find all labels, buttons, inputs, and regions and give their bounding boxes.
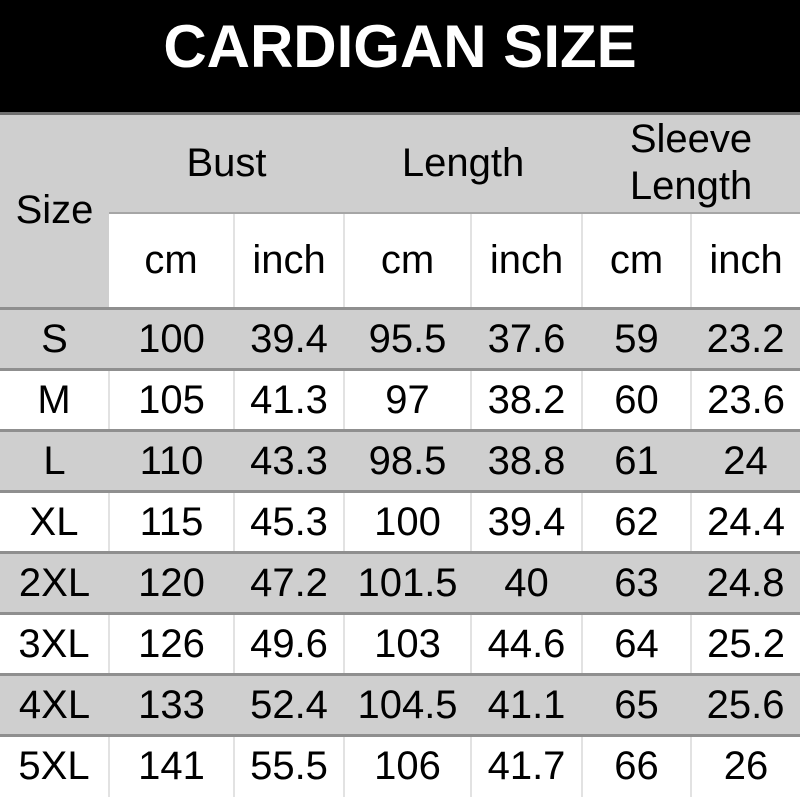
bust-group-header: Bust xyxy=(109,113,345,213)
length-group-header: Length xyxy=(344,113,583,213)
group-header-row: Size Bust Length Sleeve Length xyxy=(0,113,800,309)
value-cell: 126 xyxy=(108,612,234,675)
value-cell: 25.2 xyxy=(690,612,800,675)
table-row: 5XL 141 55.5 106 41.7 66 26 xyxy=(0,734,800,797)
size-cell: 2XL xyxy=(0,551,109,614)
value-cell: 98.5 xyxy=(344,429,472,492)
value-cell: 95.5 xyxy=(344,307,472,370)
bust-cm-header: cm xyxy=(109,211,234,309)
value-cell: 40 xyxy=(471,551,583,614)
value-cell: 106 xyxy=(343,734,472,797)
value-cell: 64 xyxy=(581,612,692,675)
value-cell: 41.7 xyxy=(470,734,583,797)
bust-inch-header: inch xyxy=(232,211,345,309)
size-cell: M xyxy=(0,368,109,431)
value-cell: 23.6 xyxy=(690,368,800,431)
size-cell: L xyxy=(0,429,109,492)
size-column-header: Size xyxy=(0,113,109,309)
value-cell: 66 xyxy=(581,734,692,797)
value-cell: 49.6 xyxy=(232,612,345,675)
table-row: M 105 41.3 97 38.2 60 23.6 xyxy=(0,368,800,431)
table-row: S 100 39.4 95.5 37.6 59 23.2 xyxy=(0,307,800,370)
value-cell: 23.2 xyxy=(691,307,800,370)
value-cell: 101.5 xyxy=(344,551,472,614)
value-cell: 39.4 xyxy=(234,307,345,370)
value-cell: 120 xyxy=(109,551,234,614)
value-cell: 100 xyxy=(109,307,234,370)
size-cell: XL xyxy=(0,490,109,553)
unit-header-row: cm inch cm inch cm inch xyxy=(0,211,800,309)
chart-title-banner: CARDIGAN SIZE xyxy=(0,0,800,112)
value-cell: 104.5 xyxy=(344,673,472,736)
chart-title: CARDIGAN SIZE xyxy=(163,12,637,80)
value-cell: 52.4 xyxy=(234,673,345,736)
size-cell: 5XL xyxy=(0,734,109,797)
size-cell: 4XL xyxy=(0,673,109,736)
value-cell: 24.8 xyxy=(691,551,800,614)
size-table-body: S 100 39.4 95.5 37.6 59 23.2 M 105 41.3 97 38.2 60 23… xyxy=(0,307,800,797)
value-cell: 37.6 xyxy=(471,307,583,370)
size-cell: 3XL xyxy=(0,612,109,675)
value-cell: 41.1 xyxy=(471,673,583,736)
value-cell: 47.2 xyxy=(234,551,345,614)
value-cell: 61 xyxy=(582,429,692,492)
value-cell: 62 xyxy=(581,490,692,553)
value-cell: 43.3 xyxy=(234,429,345,492)
value-cell: 26 xyxy=(690,734,800,797)
value-cell: 25.6 xyxy=(691,673,800,736)
size-table: Size Bust Length Sleeve Length cm inch c… xyxy=(0,112,800,797)
table-row: 2XL 120 47.2 101.5 40 63 24.8 xyxy=(0,551,800,614)
value-cell: 60 xyxy=(581,368,692,431)
sleeve-inch-header: inch xyxy=(690,211,800,309)
value-cell: 24.4 xyxy=(690,490,800,553)
length-inch-header: inch xyxy=(470,211,583,309)
value-cell: 115 xyxy=(108,490,234,553)
size-cell: S xyxy=(0,307,109,370)
value-cell: 41.3 xyxy=(232,368,345,431)
value-cell: 105 xyxy=(108,368,234,431)
value-cell: 97 xyxy=(343,368,472,431)
value-cell: 39.4 xyxy=(470,490,583,553)
sleeve-cm-header: cm xyxy=(581,211,692,309)
value-cell: 44.6 xyxy=(470,612,583,675)
value-cell: 100 xyxy=(343,490,472,553)
table-row: XL 115 45.3 100 39.4 62 24.4 xyxy=(0,490,800,553)
table-row: 4XL 133 52.4 104.5 41.1 65 25.6 xyxy=(0,673,800,736)
value-cell: 59 xyxy=(582,307,692,370)
value-cell: 141 xyxy=(108,734,234,797)
value-cell: 110 xyxy=(109,429,234,492)
table-row: L 110 43.3 98.5 38.8 61 24 xyxy=(0,429,800,492)
sleeve-length-group-header: Sleeve Length xyxy=(582,113,800,213)
value-cell: 55.5 xyxy=(232,734,345,797)
table-row: 3XL 126 49.6 103 44.6 64 25.2 xyxy=(0,612,800,675)
value-cell: 45.3 xyxy=(232,490,345,553)
length-cm-header: cm xyxy=(343,211,472,309)
value-cell: 38.2 xyxy=(470,368,583,431)
value-cell: 103 xyxy=(343,612,472,675)
value-cell: 65 xyxy=(582,673,692,736)
value-cell: 133 xyxy=(109,673,234,736)
value-cell: 24 xyxy=(691,429,800,492)
value-cell: 63 xyxy=(582,551,692,614)
value-cell: 38.8 xyxy=(471,429,583,492)
